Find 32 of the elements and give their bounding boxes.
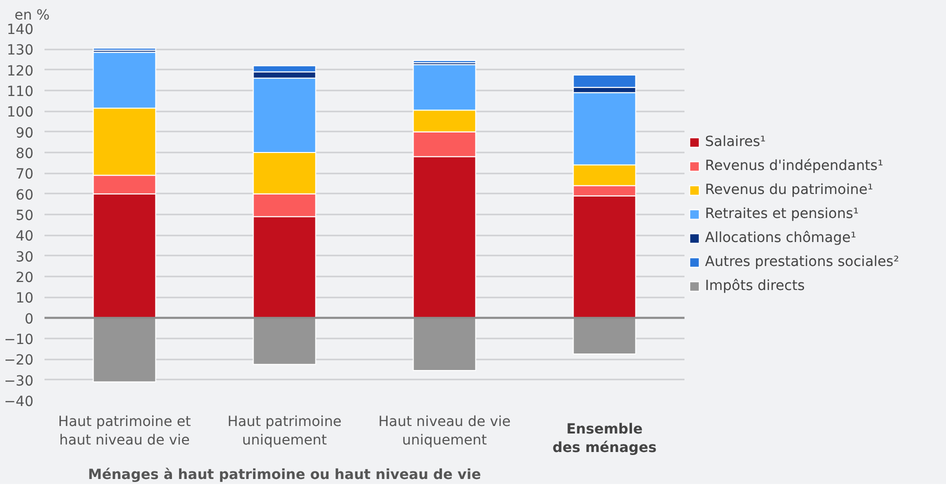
y-tick-label: 80 [16, 146, 34, 162]
y-tick-label: 10 [16, 290, 34, 307]
y-tick-label: 120 [6, 63, 34, 80]
y-tick-label: 130 [6, 42, 34, 59]
y-axis-title: en % [14, 8, 50, 24]
y-tick-label: 20 [16, 270, 34, 286]
y-tick-label: 110 [6, 84, 34, 100]
legend-label: Impôts directs [705, 278, 805, 294]
legend-label: Salaires¹ [705, 134, 766, 150]
y-tick-label: 0 [24, 311, 34, 328]
text: Ménages à haut patrimoine ou haut niveau de vie [88, 467, 481, 484]
y-tick-label: 100 [6, 104, 34, 121]
y-tick-label: 90 [16, 125, 34, 142]
legend-label: Retraites et pensions¹ [705, 206, 859, 222]
y-tick-label: −40 [4, 394, 34, 410]
y-tick-label: −30 [4, 373, 34, 390]
x-tick-label: Haut patrimoine et haut niveau de vie [58, 414, 192, 449]
y-tick-label: 70 [16, 166, 34, 183]
legend-label: Allocations chômage¹ [705, 230, 856, 246]
y-tick-label: 60 [16, 187, 34, 204]
legend-label: Revenus du patrimoine¹ [705, 182, 874, 198]
y-tick-label: 140 [6, 22, 34, 38]
y-tick-label: 50 [16, 208, 34, 224]
legend-label: Autres prestations sociales² [705, 254, 900, 270]
x-tick-label: Haut patrimoine uniquement [227, 414, 342, 449]
y-tick-label: −10 [4, 332, 34, 348]
y-tick-label: 40 [16, 228, 34, 245]
x-tick-label: Haut niveau de vie uniquement [378, 414, 511, 449]
y-tick-label: 30 [16, 249, 34, 266]
x-tick-label: Ensemble des ménages [552, 422, 657, 456]
y-tick-label: −20 [4, 352, 34, 369]
legend-label: Revenus d'indépendants¹ [705, 158, 884, 174]
